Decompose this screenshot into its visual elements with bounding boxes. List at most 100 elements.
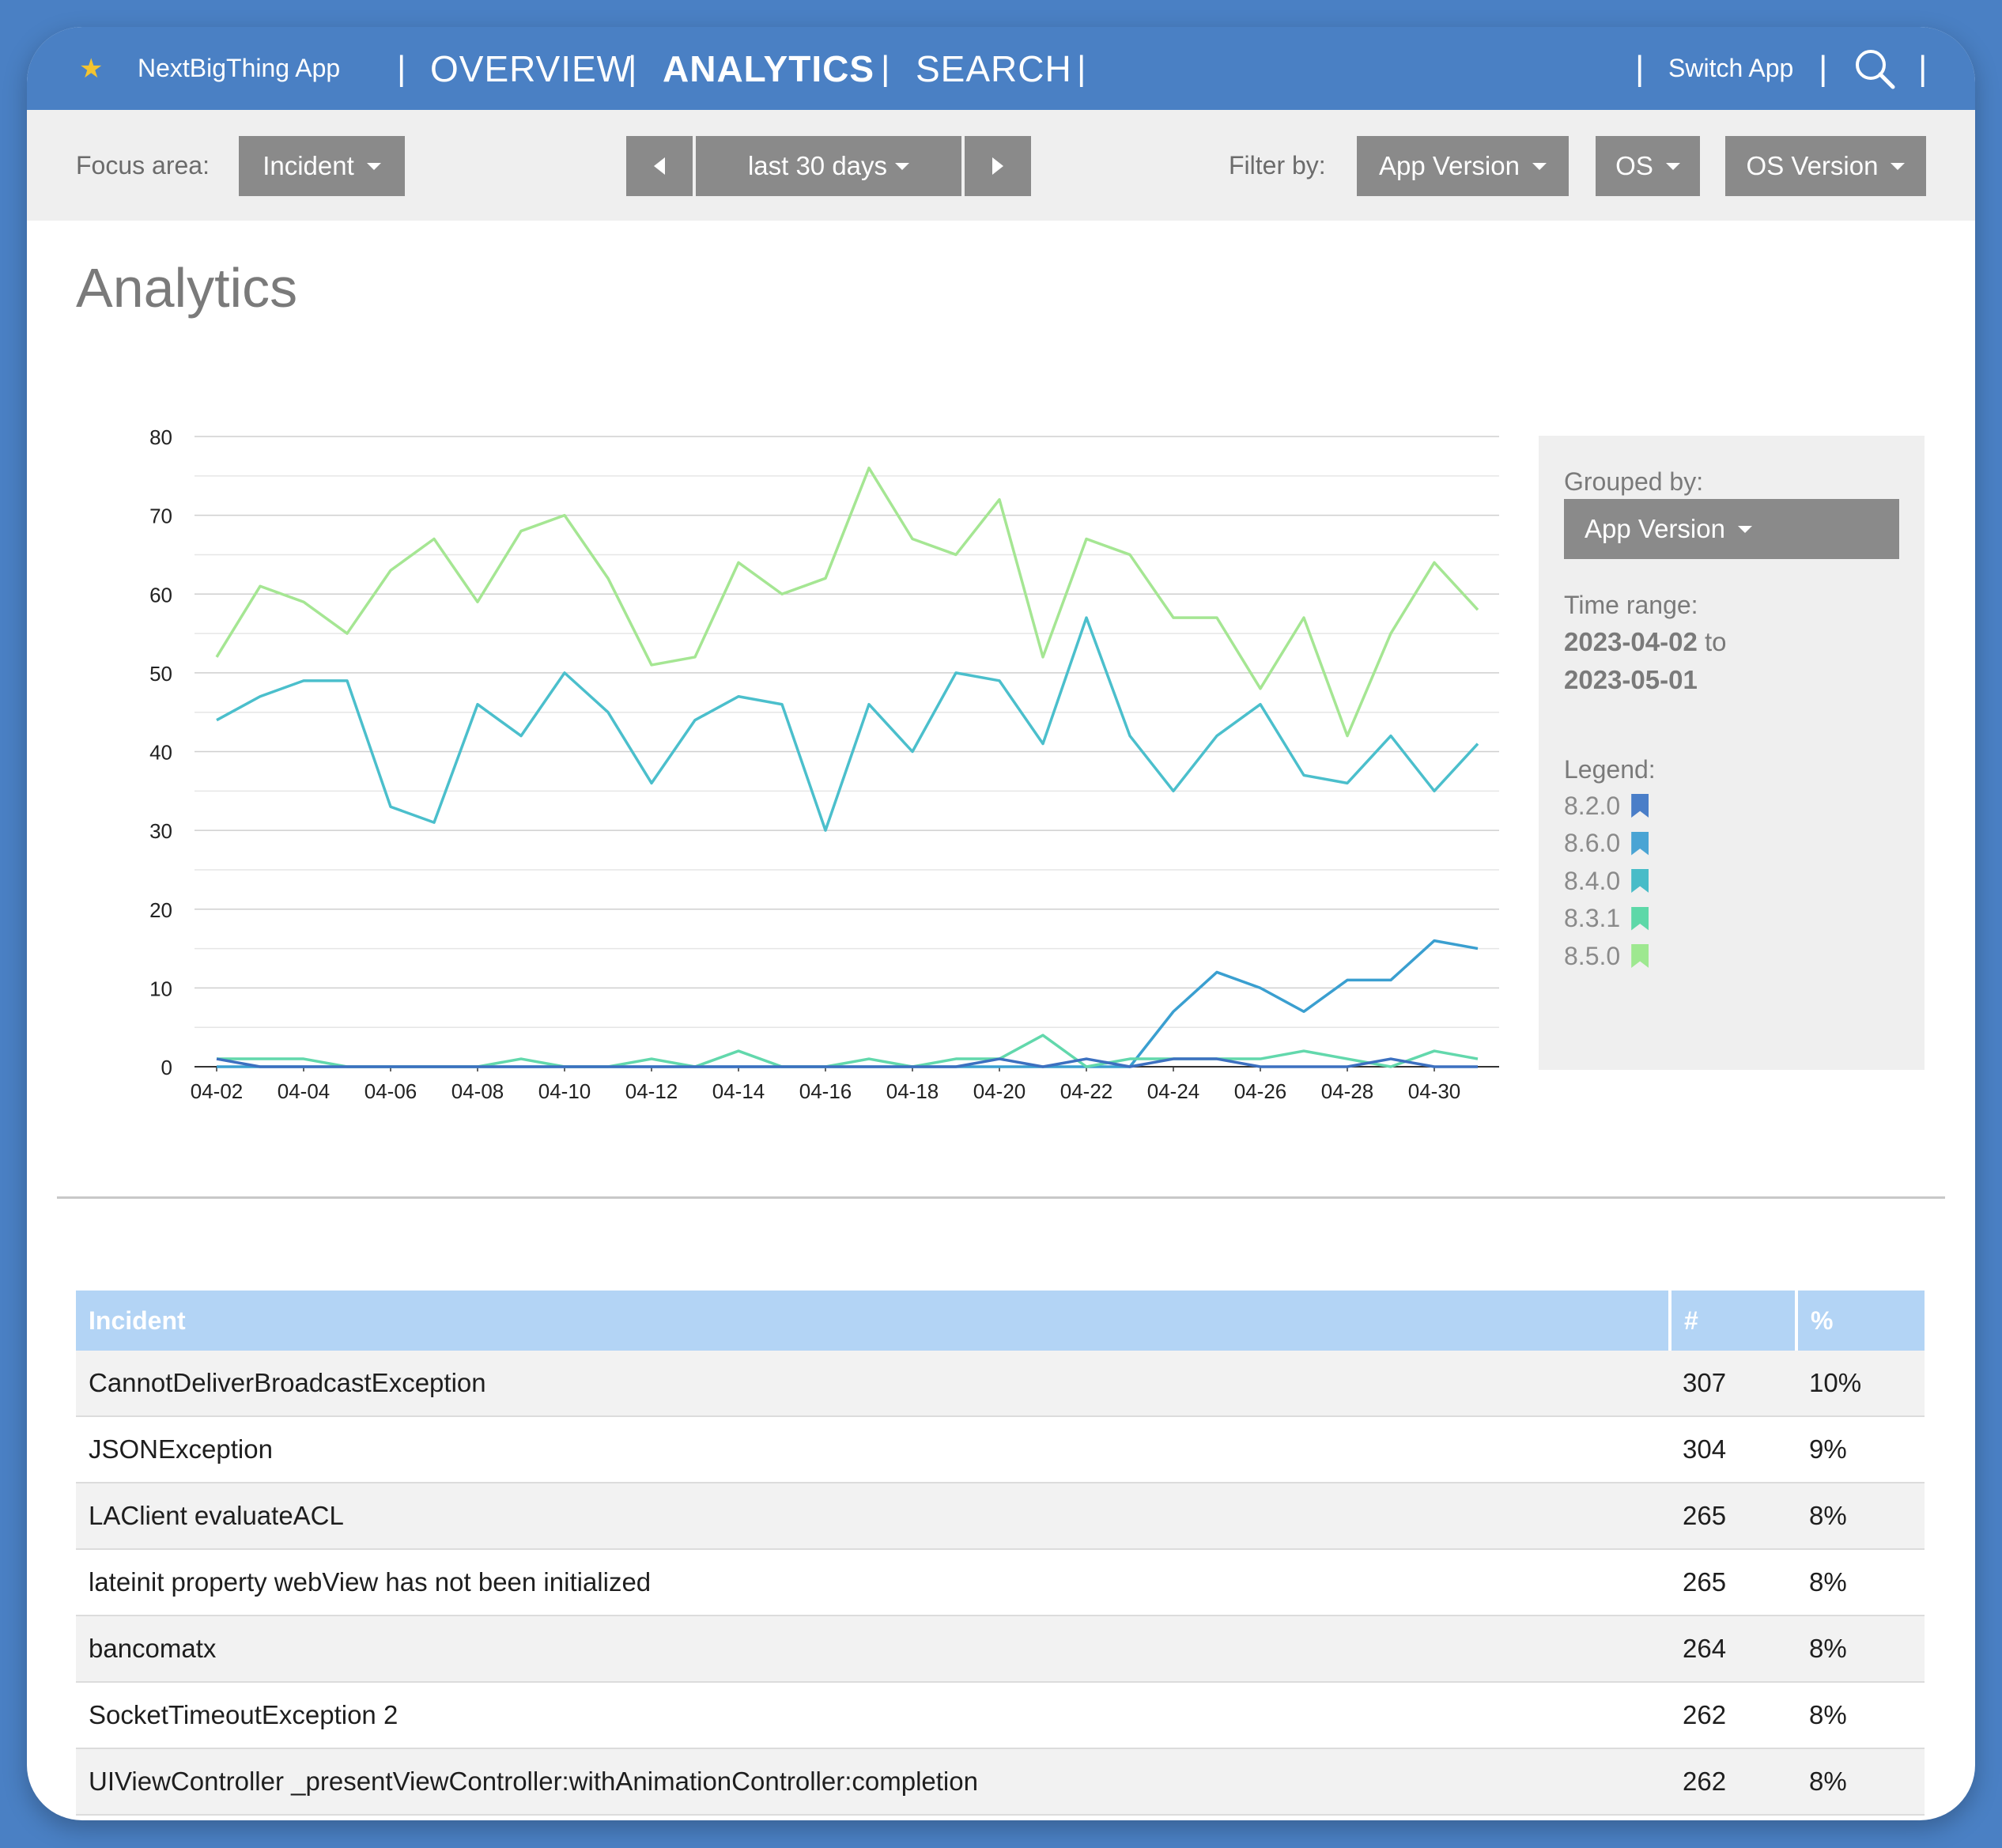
time-range-label: Time range: — [1564, 591, 1698, 619]
period-dropdown[interactable]: last 30 days — [696, 136, 961, 196]
caret-down-icon — [895, 162, 910, 170]
x-tick-label: 04-20 — [973, 1079, 1026, 1103]
filter-app-version-label: App Version — [1379, 151, 1520, 180]
nav-separator: | — [1819, 48, 1828, 88]
legend-item[interactable]: 8.6.0 — [1564, 828, 1649, 860]
nav-separator: | — [628, 48, 637, 88]
x-tick-label: 04-14 — [712, 1079, 765, 1103]
legend-item[interactable]: 8.2.0 — [1564, 790, 1649, 822]
incident-percent-cell: 8% — [1796, 1682, 1925, 1749]
x-tick-label: 04-30 — [1408, 1079, 1461, 1103]
incident-count-cell: 264 — [1670, 1616, 1796, 1683]
column-header-incident[interactable]: Incident — [76, 1291, 1671, 1351]
y-tick-label: 70 — [149, 505, 172, 528]
nav-search[interactable]: SEARCH — [916, 47, 1072, 89]
nav-analytics[interactable]: ANALYTICS — [663, 47, 874, 89]
triangle-right-icon — [992, 157, 1003, 175]
series-line-8-4-0 — [216, 616, 1479, 832]
incident-percent-cell: 8% — [1796, 1616, 1925, 1683]
y-tick-label: 50 — [149, 662, 172, 686]
y-tick-label: 30 — [149, 819, 172, 843]
incident-count-cell: 307 — [1670, 1351, 1796, 1417]
filter-by-label: Filter by: — [1229, 150, 1326, 180]
incident-name-cell: LAClient evaluateACL — [76, 1483, 1670, 1550]
caret-down-icon — [1891, 162, 1906, 170]
switch-app-link[interactable]: Switch App — [1668, 54, 1794, 82]
filter-os-dropdown[interactable]: OS — [1596, 136, 1700, 196]
bookmark-icon — [1631, 869, 1649, 893]
incident-percent-cell: 9% — [1796, 1416, 1925, 1483]
time-range-start: 2023-04-02 — [1564, 627, 1698, 656]
legend-label: Legend: — [1564, 755, 1656, 784]
table-row[interactable]: CannotDeliverBroadcastException 307 10% — [76, 1351, 1925, 1417]
table-row[interactable]: SocketTimeoutException 2 262 8% — [76, 1682, 1925, 1749]
star-icon[interactable]: ★ — [79, 53, 104, 84]
column-header-percent[interactable]: % — [1796, 1291, 1925, 1351]
table-row[interactable]: JSONException 304 9% — [76, 1416, 1925, 1483]
caret-down-icon — [366, 162, 381, 170]
table-row[interactable]: bancomatx 264 8% — [76, 1616, 1925, 1683]
x-tick-label: 04-22 — [1060, 1079, 1113, 1103]
x-tick-label: 04-02 — [191, 1079, 244, 1103]
series-line-8-5-0 — [215, 467, 1479, 738]
time-range-to: to — [1704, 627, 1727, 656]
incident-percent-cell: 8% — [1796, 1748, 1925, 1816]
incident-name-cell: SocketTimeoutException 2 — [76, 1682, 1670, 1749]
incident-name-cell: JSONException — [76, 1416, 1670, 1483]
page-title: Analytics — [76, 257, 298, 319]
legend-item[interactable]: 8.4.0 — [1564, 865, 1649, 897]
nav-separator: | — [397, 48, 406, 88]
app-name[interactable]: NextBigThing App — [138, 54, 341, 82]
x-tick-label: 04-12 — [625, 1079, 678, 1103]
filter-app-version-dropdown[interactable]: App Version — [1357, 136, 1569, 196]
focus-area-dropdown[interactable]: Incident — [239, 136, 405, 196]
column-header-count[interactable]: # — [1670, 1291, 1798, 1351]
x-tick-label: 04-26 — [1234, 1079, 1287, 1103]
period-value: last 30 days — [747, 151, 888, 180]
legend-item[interactable]: 8.3.1 — [1564, 903, 1649, 935]
incident-table: Incident # % CannotDeliverBroadcastExcep… — [76, 1291, 1925, 1816]
grouped-by-dropdown[interactable]: App Version — [1564, 499, 1899, 559]
incident-count-cell: 304 — [1670, 1416, 1796, 1483]
triangle-left-icon — [654, 157, 665, 175]
y-tick-label: 10 — [149, 977, 172, 1000]
legend-item-label: 8.5.0 — [1564, 941, 1621, 970]
chart-side-panel: Grouped by: App Version Time range: 2023… — [1539, 436, 1925, 1070]
nav-separator: | — [1918, 48, 1928, 88]
nav-overview[interactable]: OVERVIEW — [430, 47, 633, 89]
prev-period-button[interactable] — [626, 136, 693, 196]
focus-area-value: Incident — [263, 151, 354, 180]
bookmark-icon — [1631, 944, 1649, 968]
x-tick-label: 04-10 — [538, 1079, 591, 1103]
top-nav-bar: ★ NextBigThing App | OVERVIEW | ANALYTIC… — [27, 27, 1975, 110]
x-tick-label: 04-24 — [1147, 1079, 1200, 1103]
bookmark-icon — [1631, 794, 1649, 818]
filter-os-version-dropdown[interactable]: OS Version — [1725, 136, 1926, 196]
time-range-end: 2023-05-01 — [1564, 665, 1698, 694]
bookmark-icon — [1631, 906, 1649, 931]
incident-name-cell: lateinit property webView has not been i… — [76, 1549, 1670, 1616]
legend-item-label: 8.4.0 — [1564, 866, 1621, 895]
search-icon[interactable] — [1853, 47, 1896, 90]
table-row[interactable]: lateinit property webView has not been i… — [76, 1549, 1925, 1616]
table-row[interactable]: UIViewController _presentViewController:… — [76, 1748, 1925, 1816]
incident-percent-cell: 8% — [1796, 1483, 1925, 1550]
app-window: ★ NextBigThing App | OVERVIEW | ANALYTIC… — [27, 27, 1975, 1820]
incident-name-cell: bancomatx — [76, 1616, 1670, 1683]
filter-bar: Focus area: Incident last 30 days Filter… — [27, 110, 1975, 221]
table-row[interactable]: LAClient evaluateACL 265 8% — [76, 1483, 1925, 1550]
incident-count-cell: 265 — [1670, 1549, 1796, 1616]
legend-item[interactable]: 8.5.0 — [1564, 940, 1649, 972]
series-line-8-3-1 — [217, 1034, 1479, 1068]
nav-separator: | — [881, 48, 890, 88]
y-tick-label: 40 — [149, 741, 172, 765]
incident-count-cell: 262 — [1670, 1748, 1796, 1816]
incident-count-cell: 265 — [1670, 1483, 1796, 1550]
next-period-button[interactable] — [965, 136, 1031, 196]
line-chart: 0 10 20 30 40 50 60 70 80 04-02 04-04 04-06 04-08 04-… — [149, 425, 1499, 1103]
y-tick-label: 80 — [149, 425, 172, 449]
x-tick-label: 04-08 — [451, 1079, 504, 1103]
filter-os-label: OS — [1615, 151, 1653, 180]
series-line-8-6-0 — [217, 939, 1479, 1068]
series-line-8-2-0 — [216, 1057, 1478, 1068]
